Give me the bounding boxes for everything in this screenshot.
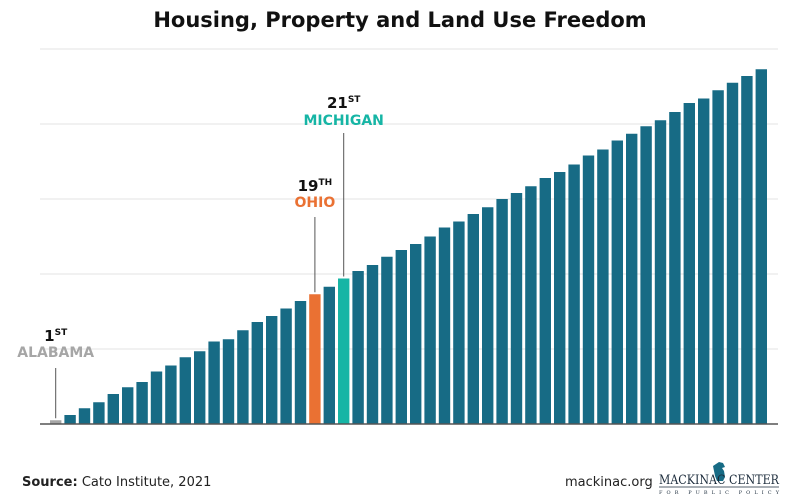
bar	[266, 316, 278, 424]
logo-text: MACKINAC CENTER	[659, 473, 780, 488]
michigan-icon	[713, 462, 725, 481]
bar	[726, 82, 739, 424]
bar	[626, 133, 638, 424]
bar	[741, 76, 753, 424]
mackinac-center-logo: MACKINAC CENTER FOR PUBLIC POLICY	[659, 462, 780, 496]
bar	[568, 164, 580, 424]
bar	[381, 256, 393, 424]
bar	[222, 339, 235, 424]
source-note: Source: Cato Institute, 2021	[22, 475, 211, 490]
source-label: Source:	[22, 475, 78, 490]
logo-subtext: FOR PUBLIC POLICY	[659, 490, 780, 496]
bar	[712, 90, 724, 424]
bar	[237, 330, 249, 424]
bar	[669, 112, 681, 424]
website-link[interactable]: mackinac.org	[565, 475, 653, 490]
bar	[496, 199, 508, 424]
bar-michigan	[338, 278, 350, 424]
bar	[107, 394, 119, 424]
bar	[597, 149, 609, 424]
bar	[366, 265, 379, 424]
bar	[64, 415, 76, 424]
gridlines	[40, 48, 778, 350]
bar	[165, 365, 177, 424]
bar	[395, 250, 407, 424]
bar	[323, 286, 335, 424]
bar	[683, 103, 695, 424]
chart-title: Housing, Property and Land Use Freedom	[153, 8, 646, 32]
bar	[424, 236, 436, 424]
bar	[554, 172, 566, 424]
bar	[611, 140, 623, 424]
bar-ohio	[309, 294, 321, 424]
bars	[50, 69, 767, 424]
bar	[294, 301, 307, 424]
bar	[582, 155, 595, 424]
bar	[93, 402, 105, 424]
bar	[136, 382, 148, 424]
bar-alabama	[50, 420, 62, 424]
state-label: MICHIGAN	[304, 113, 384, 129]
bar	[78, 408, 91, 424]
source-text: Cato Institute, 2021	[78, 475, 212, 490]
bar	[755, 69, 767, 424]
bar	[410, 244, 422, 424]
bar	[482, 207, 494, 424]
bar	[698, 98, 710, 424]
bar	[654, 120, 667, 424]
state-label: OHIO	[295, 195, 336, 211]
bar	[280, 308, 292, 424]
bar	[122, 387, 134, 424]
bar	[251, 322, 263, 424]
bar	[438, 227, 451, 424]
bar	[467, 214, 479, 424]
rank-label: 21ST	[327, 94, 361, 112]
bar	[352, 271, 364, 424]
rank-label: 1ST	[44, 327, 68, 345]
bar	[539, 178, 551, 424]
bar	[453, 221, 465, 424]
bar	[179, 357, 191, 424]
rank-label: 19TH	[298, 177, 333, 195]
bar	[208, 341, 220, 424]
bar	[640, 126, 652, 424]
bar	[194, 351, 206, 424]
bar	[510, 193, 523, 424]
state-label: ALABAMA	[17, 345, 94, 361]
bar	[150, 371, 163, 424]
bar	[525, 186, 537, 424]
